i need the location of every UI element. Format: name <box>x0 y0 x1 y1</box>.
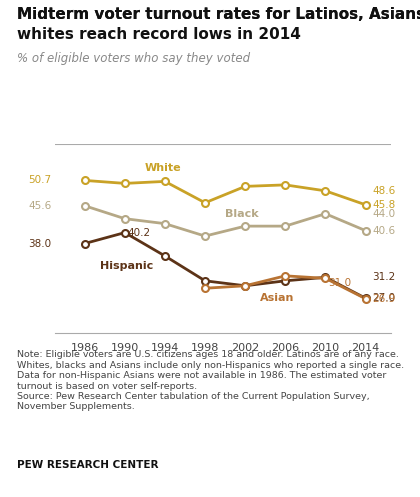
Text: 40.2: 40.2 <box>128 228 151 238</box>
Text: 31.2: 31.2 <box>373 272 396 282</box>
Text: 27.0: 27.0 <box>373 293 396 303</box>
Text: 45.6: 45.6 <box>28 201 52 211</box>
Text: 44.0: 44.0 <box>373 209 396 219</box>
Text: Asian: Asian <box>260 293 294 303</box>
Text: Black: Black <box>225 209 259 219</box>
Text: % of eligible voters who say they voted: % of eligible voters who say they voted <box>17 52 250 65</box>
Text: Midterm voter turnout rates for Latinos, Asians and: Midterm voter turnout rates for Latinos,… <box>17 7 420 22</box>
Text: 40.6: 40.6 <box>373 226 396 236</box>
Text: Midterm voter turnout rates for Latinos, Asians and whites reach record lows in : Midterm voter turnout rates for Latinos,… <box>17 7 420 22</box>
Text: 38.0: 38.0 <box>29 239 52 248</box>
Text: White: White <box>145 163 181 173</box>
Text: PEW RESEARCH CENTER: PEW RESEARCH CENTER <box>17 460 158 470</box>
Text: whites reach record lows in 2014: whites reach record lows in 2014 <box>17 27 301 42</box>
Text: 50.7: 50.7 <box>29 175 52 185</box>
Text: Hispanic: Hispanic <box>100 261 153 271</box>
Text: 31.0: 31.0 <box>328 278 352 288</box>
Text: Note: Eligible voters are U.S. citizens ages 18 and older. Latinos are of any ra: Note: Eligible voters are U.S. citizens … <box>17 350 404 412</box>
Text: 26.9: 26.9 <box>373 294 396 304</box>
Text: 45.8: 45.8 <box>373 200 396 210</box>
Text: 48.6: 48.6 <box>373 186 396 196</box>
